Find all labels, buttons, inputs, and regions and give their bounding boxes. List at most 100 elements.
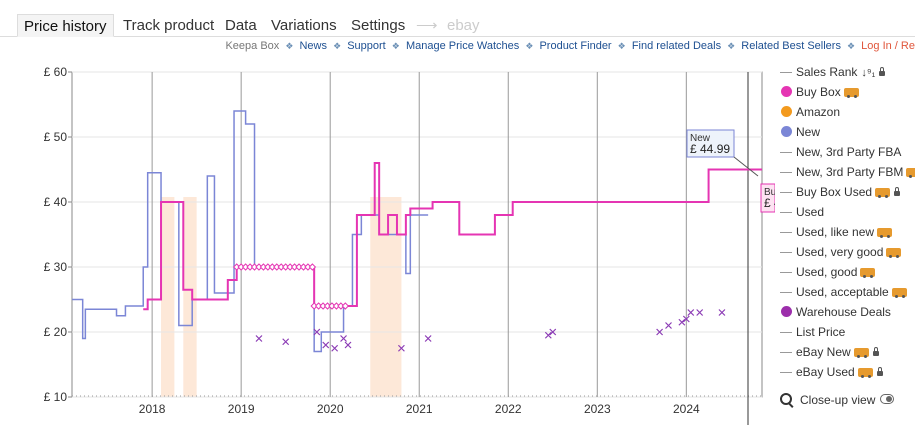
legend-item-buy-box[interactable]: Buy Box [780, 82, 915, 102]
legend-dash [780, 212, 792, 213]
legend-dash-icon [780, 262, 792, 282]
legend-item-new[interactable]: New [780, 122, 915, 142]
legend-dash-icon [780, 202, 792, 222]
price-history-chart[interactable]: £ 10 £ 20 £ 30 £ 40 £ 50 £ 60 2018 2019 2020 2021… [0, 0, 775, 425]
tooltip-new-label: New [690, 133, 711, 144]
x-tick-label: 2024 [673, 402, 700, 416]
diamond-icon: ❖ [285, 41, 294, 51]
legend-label: Used, like new [796, 225, 875, 239]
legend-item-amazon[interactable]: Amazon [780, 102, 915, 122]
arrow-right-icon: ⟶ [416, 17, 438, 34]
tooltip-new-pointer [733, 156, 759, 177]
tab-price-history[interactable]: Price history [17, 14, 114, 37]
legend-label: eBay New [796, 345, 851, 359]
legend-label: List Price [796, 325, 846, 339]
legend-dash-icon [780, 222, 792, 242]
chart-series [72, 110, 762, 353]
truck-icon [875, 188, 891, 198]
buy-box-diamond [341, 302, 350, 310]
find-related-deals-link[interactable]: Find related Deals [631, 40, 722, 52]
legend-dash [780, 72, 792, 73]
related-best-sellers-link[interactable]: Related Best Sellers [741, 40, 841, 52]
shaded-band [183, 197, 197, 397]
legend-dot [780, 86, 792, 97]
legend-item-new-3rd-party-fbm[interactable]: New, 3rd Party FBM [780, 162, 915, 182]
closeup-label: Close-up view [800, 393, 876, 407]
legend-label: Sales Rank [796, 65, 858, 79]
legend-item-used-acceptable[interactable]: Used, acceptable [780, 282, 915, 302]
legend-item-buy-box-used[interactable]: Buy Box Used [780, 182, 915, 202]
diamond-icon: ❖ [727, 41, 736, 51]
tooltip-new-value: £ 44.99 [690, 142, 730, 156]
x-tick-label: 2022 [495, 402, 522, 416]
legend-item-ebay-new[interactable]: eBay New [780, 342, 915, 362]
y-tick-label: £ 50 [44, 130, 68, 144]
shaded-bands [161, 197, 402, 397]
tooltip-buybox-label: Buy Box [764, 187, 775, 198]
support-link[interactable]: Support [347, 40, 386, 52]
legend-item-sales-rank[interactable]: Sales Rank ↓⁹₁ [780, 62, 915, 82]
truck-icon [860, 268, 876, 278]
truck-icon [891, 288, 907, 298]
login-link[interactable]: Log In / Re [861, 40, 915, 52]
legend-dot [780, 106, 792, 117]
ebay-new-marker [424, 335, 432, 342]
legend-dash [780, 252, 792, 253]
legend-dash-icon [780, 242, 792, 262]
tab-baseline [0, 36, 915, 37]
legend-item-ebay-used[interactable]: eBay Used [780, 362, 915, 382]
ebay-new-marker [682, 315, 690, 323]
legend-dash [780, 172, 792, 173]
ebay-new-marker [665, 322, 672, 329]
legend-dash-icon [780, 142, 792, 162]
plot-frame [71, 71, 763, 398]
series-line-buy-box [143, 162, 762, 311]
tab-data[interactable]: Data [225, 17, 257, 34]
legend-item-used-very-good[interactable]: Used, very good [780, 242, 915, 262]
diamond-icon: ❖ [847, 41, 856, 51]
lock-icon [872, 347, 879, 356]
legend-dash [780, 372, 792, 373]
truck-icon [853, 348, 869, 358]
x-tick-label: 2018 [139, 402, 166, 416]
lock-icon [879, 67, 886, 76]
legend-item-used[interactable]: Used [780, 202, 915, 222]
legend-dash-icon [780, 62, 792, 82]
y-tick-label: £ 40 [44, 195, 68, 209]
magnifier-icon [780, 393, 792, 405]
ebay-new-marker [340, 335, 347, 342]
tab-settings[interactable]: Settings [351, 17, 406, 34]
legend-dash [780, 152, 792, 153]
legend-label: New, 3rd Party FBM [796, 165, 904, 179]
tab-variations[interactable]: Variations [271, 17, 337, 34]
manage-price-watches-link[interactable]: Manage Price Watches [405, 40, 520, 52]
product-finder-link[interactable]: Product Finder [539, 40, 612, 52]
legend-label: Amazon [796, 105, 841, 119]
legend-label: Warehouse Deals [796, 305, 891, 319]
legend-item-new-3rd-party-fba[interactable]: New, 3rd Party FBA [780, 142, 915, 162]
tab-track-product[interactable]: Track product [123, 17, 215, 34]
ebay-new-marker [313, 328, 321, 336]
news-link[interactable]: News [299, 40, 327, 52]
legend-dash-icon [780, 162, 792, 182]
legend-item-used-like-new[interactable]: Used, like new [780, 222, 915, 242]
ebay-new-marker [322, 341, 330, 349]
legend-label: Used, acceptable [796, 285, 889, 299]
tooltip-new-box [686, 129, 735, 158]
diamond-icon: ❖ [617, 41, 626, 51]
legend-item-list-price[interactable]: List Price [780, 322, 915, 342]
ebay-new-marker [696, 309, 704, 316]
toggle-icon[interactable] [880, 394, 895, 404]
legend-dot [780, 306, 792, 317]
diamond-icon: ❖ [391, 41, 400, 51]
keepa-box-link[interactable]: Keepa Box [225, 40, 280, 52]
legend-item-warehouse-deals[interactable]: Warehouse Deals [780, 302, 915, 322]
legend-dash-icon [780, 362, 792, 382]
closeup-toggle[interactable]: Close-up view [780, 390, 915, 410]
legend-dash-icon [780, 182, 792, 202]
legend-dash-icon [780, 342, 792, 362]
legend-item-used-good[interactable]: Used, good [780, 262, 915, 282]
legend-dash [780, 292, 792, 293]
legend-dash [780, 332, 792, 333]
chart-legend: Sales Rank ↓⁹₁ Buy Box Amazon New New, 3rd Pa… [780, 62, 915, 410]
